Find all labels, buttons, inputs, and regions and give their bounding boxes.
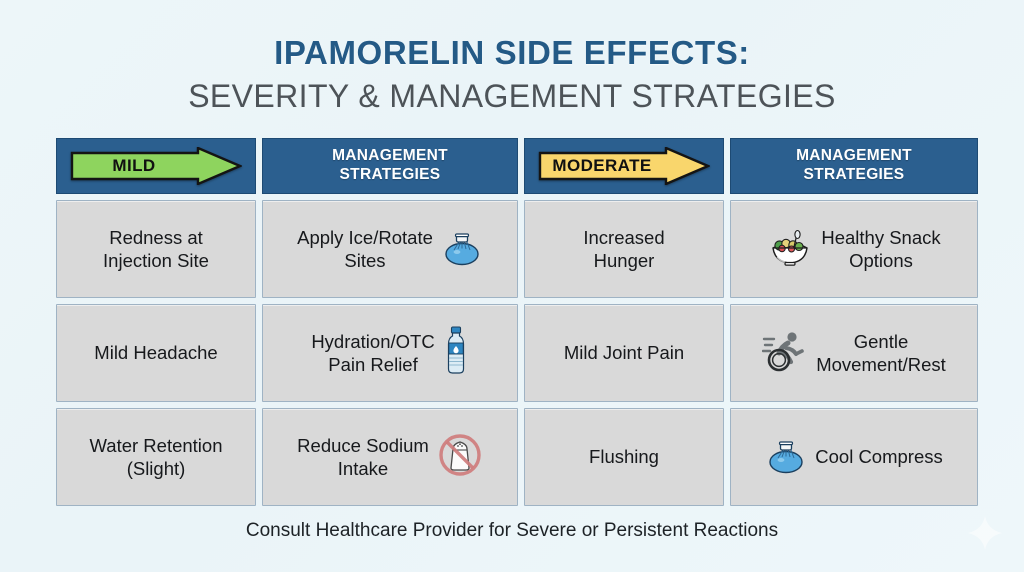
heading-line-2: STRATEGIES: [339, 166, 441, 183]
accessible-movement-icon: [762, 329, 808, 378]
arrow-right-icon: [538, 147, 710, 185]
ice-pack-icon: [765, 435, 807, 480]
heading-line-1: MANAGEMENT: [332, 147, 448, 165]
table-row: Mild Headache: [56, 304, 256, 402]
table-header-mild: MILD: [56, 138, 256, 194]
arrow-right-icon: [70, 147, 242, 185]
table-row: Water Retention (Slight): [56, 408, 256, 506]
no-salt-icon: [437, 432, 483, 483]
mild-management-heading: MANAGEMENT STRATEGIES: [332, 147, 448, 185]
salad-bowl-icon: [767, 226, 813, 273]
heading-line-2: STRATEGIES: [803, 166, 905, 183]
page-title: IPAMORELIN SIDE EFFECTS:: [274, 34, 750, 71]
page-subtitle: SEVERITY & MANAGEMENT STRATEGIES: [188, 77, 836, 114]
table-header-moderate-management: MANAGEMENT STRATEGIES: [730, 138, 978, 194]
moderate-arrow-banner: MODERATE: [538, 147, 710, 185]
mild-arrow-banner: MILD: [70, 147, 242, 185]
ice-pack-icon: [441, 227, 483, 272]
table-row: Reduce Sodium Intake: [262, 408, 518, 506]
mild-management-text: Hydration/OTC Pain Relief: [311, 330, 435, 375]
table-row: Increased Hunger: [524, 200, 724, 298]
moderate-effect-text: Mild Joint Pain: [563, 342, 685, 364]
side-effects-table: MILD MANAGEMENT STRATEGIES MODERATE MANA…: [56, 138, 978, 506]
mild-effect-text: Redness at Injection Site: [103, 226, 209, 271]
mild-effect-text: Water Retention (Slight): [89, 434, 223, 479]
water-bottle-icon: [443, 325, 469, 382]
moderate-effect-text: Increased Hunger: [583, 226, 665, 271]
table-row: Redness at Injection Site: [56, 200, 256, 298]
moderate-effect-text: Flushing: [589, 446, 659, 468]
moderate-management-text: Healthy Snack Options: [821, 226, 941, 271]
mild-effect-text: Mild Headache: [94, 342, 218, 364]
moderate-management-heading: MANAGEMENT STRATEGIES: [796, 147, 912, 185]
title-block: IPAMORELIN SIDE EFFECTS: SEVERITY & MANA…: [0, 0, 1024, 116]
table-row: Apply Ice/Rotate Sites: [262, 200, 518, 298]
mild-management-text: Reduce Sodium Intake: [297, 434, 429, 479]
table-row: Gentle Movement/Rest: [730, 304, 978, 402]
table-row: Flushing: [524, 408, 724, 506]
table-row: Healthy Snack Options: [730, 200, 978, 298]
moderate-label: MODERATE: [552, 156, 652, 175]
table-header-mild-management: MANAGEMENT STRATEGIES: [262, 138, 518, 194]
footer-note: Consult Healthcare Provider for Severe o…: [245, 520, 779, 541]
table-row: Cool Compress: [730, 408, 978, 506]
moderate-management-text: Gentle Movement/Rest: [816, 330, 946, 375]
table-header-moderate: MODERATE: [524, 138, 724, 194]
heading-line-1: MANAGEMENT: [796, 147, 912, 165]
mild-label: MILD: [112, 156, 156, 175]
moderate-management-text: Cool Compress: [815, 446, 943, 468]
table-row: Hydration/OTC Pain Relief: [262, 304, 518, 402]
table-row: Mild Joint Pain: [524, 304, 724, 402]
mild-management-text: Apply Ice/Rotate Sites: [297, 226, 433, 271]
